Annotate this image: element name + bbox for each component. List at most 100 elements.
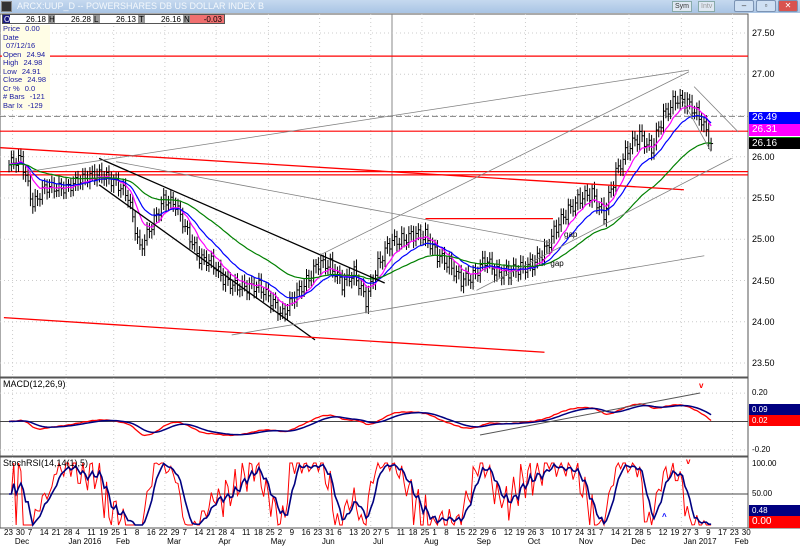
info-row: # Bars -121 xyxy=(3,92,50,102)
info-row: Bar Ix -129 xyxy=(3,100,50,111)
price-tick: 25.50 xyxy=(752,193,775,203)
x-tick-month: Mar xyxy=(167,537,181,546)
stoch-tick: 100.00 xyxy=(752,459,777,468)
x-tick-month: Jul xyxy=(373,537,384,546)
open-key: O xyxy=(3,15,11,24)
last-price-label: 26.49 xyxy=(749,112,800,124)
quote-open: 26.18 xyxy=(25,15,46,24)
x-tick-day: 1 xyxy=(123,528,128,537)
x-tick-month: Dec xyxy=(14,537,30,546)
x-tick-month: May xyxy=(270,537,286,546)
stochrsi-d-line xyxy=(9,462,712,527)
trendline xyxy=(680,96,712,152)
quote-net: -0.03 xyxy=(190,15,224,24)
minimize-button[interactable]: – xyxy=(734,0,754,12)
price-tick: 23.50 xyxy=(752,358,775,368)
x-tick-day: 6 xyxy=(491,528,497,537)
x-tick-day: 27 xyxy=(682,528,692,537)
x-tick-day: 23 xyxy=(729,528,739,537)
x-tick-day: 16 xyxy=(146,528,156,537)
x-tick-day: 28 xyxy=(218,528,228,537)
x-tick-day: 15 xyxy=(456,528,466,537)
data-window: Price 0.00 Date 07/12/16 Open 24.94 High 24… xyxy=(2,24,50,111)
price-tick: 27.00 xyxy=(752,69,775,80)
macd-value: 0.02 xyxy=(749,415,800,426)
info-value: 24.94 xyxy=(26,49,46,59)
x-tick-day: 19 xyxy=(99,528,109,537)
x-tick-day: 25 xyxy=(420,528,430,537)
x-tick-day: 28 xyxy=(634,528,644,537)
x-tick-day: 12 xyxy=(503,528,513,537)
macd-trendline xyxy=(479,392,701,436)
window-title: ARCX:UUP_D -- POWERSHARES DB US DOLLAR I… xyxy=(17,1,265,11)
app-icon xyxy=(1,1,12,12)
price-tick: 26.00 xyxy=(752,151,775,162)
info-row: Low 24.91 xyxy=(3,66,50,77)
info-row: Cr % 0.0 xyxy=(3,83,50,94)
intv-button[interactable]: Intv xyxy=(698,1,716,12)
info-key: High xyxy=(3,58,21,67)
x-tick-day: 29 xyxy=(480,528,489,537)
macd-signal-value: 0.09 xyxy=(749,404,800,415)
info-value: 24.91 xyxy=(21,66,41,76)
x-tick-day: 29 xyxy=(170,528,180,537)
last-price-label: 26.31 xyxy=(749,124,800,136)
close-button[interactable]: ✕ xyxy=(778,0,798,12)
x-tick-month: Oct xyxy=(527,537,541,546)
price-tick: 27.50 xyxy=(752,28,775,38)
info-value: 07/12/16 xyxy=(6,41,36,50)
x-tick-day: 9 xyxy=(289,528,295,537)
x-tick-day: 2 xyxy=(277,528,283,537)
x-tick-month: Aug xyxy=(424,537,439,546)
title-bar: ARCX:UUP_D -- POWERSHARES DB US DOLLAR I… xyxy=(0,0,800,13)
x-tick-day: 17 xyxy=(718,528,727,537)
x-tick-day: 21 xyxy=(622,528,632,537)
x-tick-day: 8 xyxy=(444,528,449,537)
info-value: 0.00 xyxy=(25,24,40,33)
x-tick-day: 30 xyxy=(741,528,751,537)
trendline xyxy=(476,158,732,291)
trendline xyxy=(27,69,690,172)
x-tick-day: 10 xyxy=(551,528,561,537)
info-value: -121 xyxy=(29,92,45,101)
last-key: T xyxy=(138,15,145,24)
info-row: Date 07/12/16 xyxy=(3,33,50,51)
macd-title: MACD(12,26,9) xyxy=(3,379,66,389)
trendline xyxy=(693,86,739,133)
x-tick-day: 3 xyxy=(539,528,544,537)
x-tick-day: 5 xyxy=(384,528,390,537)
x-tick-month: Sep xyxy=(476,537,491,546)
macd-sell-mark: v xyxy=(699,381,704,390)
x-tick-day: 21 xyxy=(206,528,216,537)
x-tick-month: Apr xyxy=(218,537,231,546)
trendline xyxy=(98,184,316,341)
maximize-button[interactable]: ▫ xyxy=(756,0,776,12)
x-tick-day: 27 xyxy=(372,528,382,537)
last-price-label: 26.16 xyxy=(749,137,800,149)
x-tick-day: 14 xyxy=(194,528,204,537)
x-tick-day: 24 xyxy=(575,528,585,537)
x-tick-day: 26 xyxy=(527,528,537,537)
stoch-k-value: 0.00 xyxy=(749,516,800,528)
x-tick-day: 28 xyxy=(63,528,73,537)
sym-button[interactable]: Sym xyxy=(672,1,692,12)
trendline xyxy=(231,255,705,336)
info-row: Close 24.98 xyxy=(3,75,50,85)
x-tick-day: 11 xyxy=(242,528,251,537)
x-tick-day: 4 xyxy=(230,528,235,537)
info-key: Cr % xyxy=(3,83,22,93)
macd-panel xyxy=(0,377,749,457)
x-tick-day: 25 xyxy=(111,528,120,537)
info-row: Open 24.94 xyxy=(3,49,50,60)
quote-high: 26.28 xyxy=(70,15,91,24)
info-key: Bar Ix xyxy=(3,100,25,110)
quote-low: 26.13 xyxy=(115,15,136,24)
x-tick-day: 18 xyxy=(408,528,418,537)
x-tick-day: 20 xyxy=(361,528,370,537)
stochrsi-k-line xyxy=(9,461,712,527)
x-tick-month: Jan 2017 xyxy=(683,537,717,546)
x-tick-day: 7 xyxy=(27,528,33,537)
macd-signal-line xyxy=(8,404,712,436)
info-key: Open xyxy=(3,49,24,59)
